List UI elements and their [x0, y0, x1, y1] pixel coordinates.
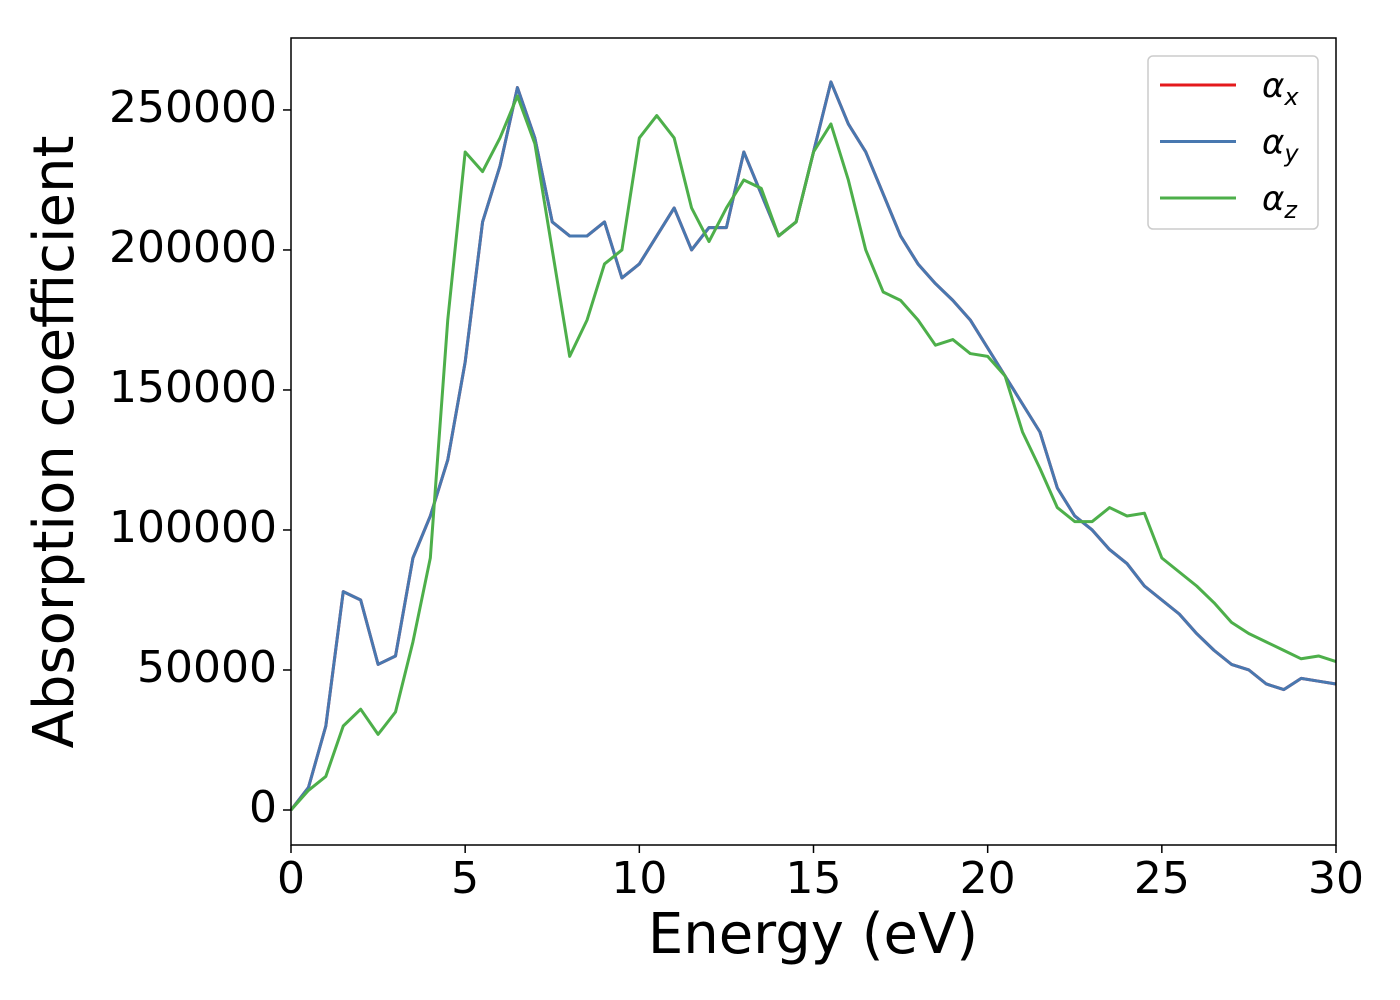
legend: αx αy αz: [1147, 55, 1319, 230]
x-axis-label: Energy (eV): [648, 902, 978, 967]
y-tick-label: 100000: [109, 502, 277, 553]
x-tick-label: 0: [277, 853, 305, 904]
y-tick-label: 250000: [109, 82, 277, 133]
plot-frame: [290, 37, 1337, 846]
line-series: [289, 94, 1337, 811]
x-tick-label: 30: [1308, 853, 1364, 904]
legend-label: αy: [1262, 123, 1299, 168]
x-tick-label: 5: [451, 853, 479, 904]
x-tick-label: 20: [960, 853, 1016, 904]
y-tick-label: 50000: [137, 642, 277, 693]
x-tick-label: 15: [786, 853, 842, 904]
legend-label: αx: [1262, 66, 1299, 111]
y-tick-label: 150000: [109, 362, 277, 413]
y-tick-label: 200000: [109, 222, 277, 273]
legend-label: αz: [1262, 179, 1298, 224]
y-tick-label: 0: [249, 782, 277, 833]
x-tick-label: 25: [1134, 853, 1190, 904]
x-tick-label: 10: [611, 853, 667, 904]
y-axis-label: Absorption coefficient: [22, 136, 87, 749]
